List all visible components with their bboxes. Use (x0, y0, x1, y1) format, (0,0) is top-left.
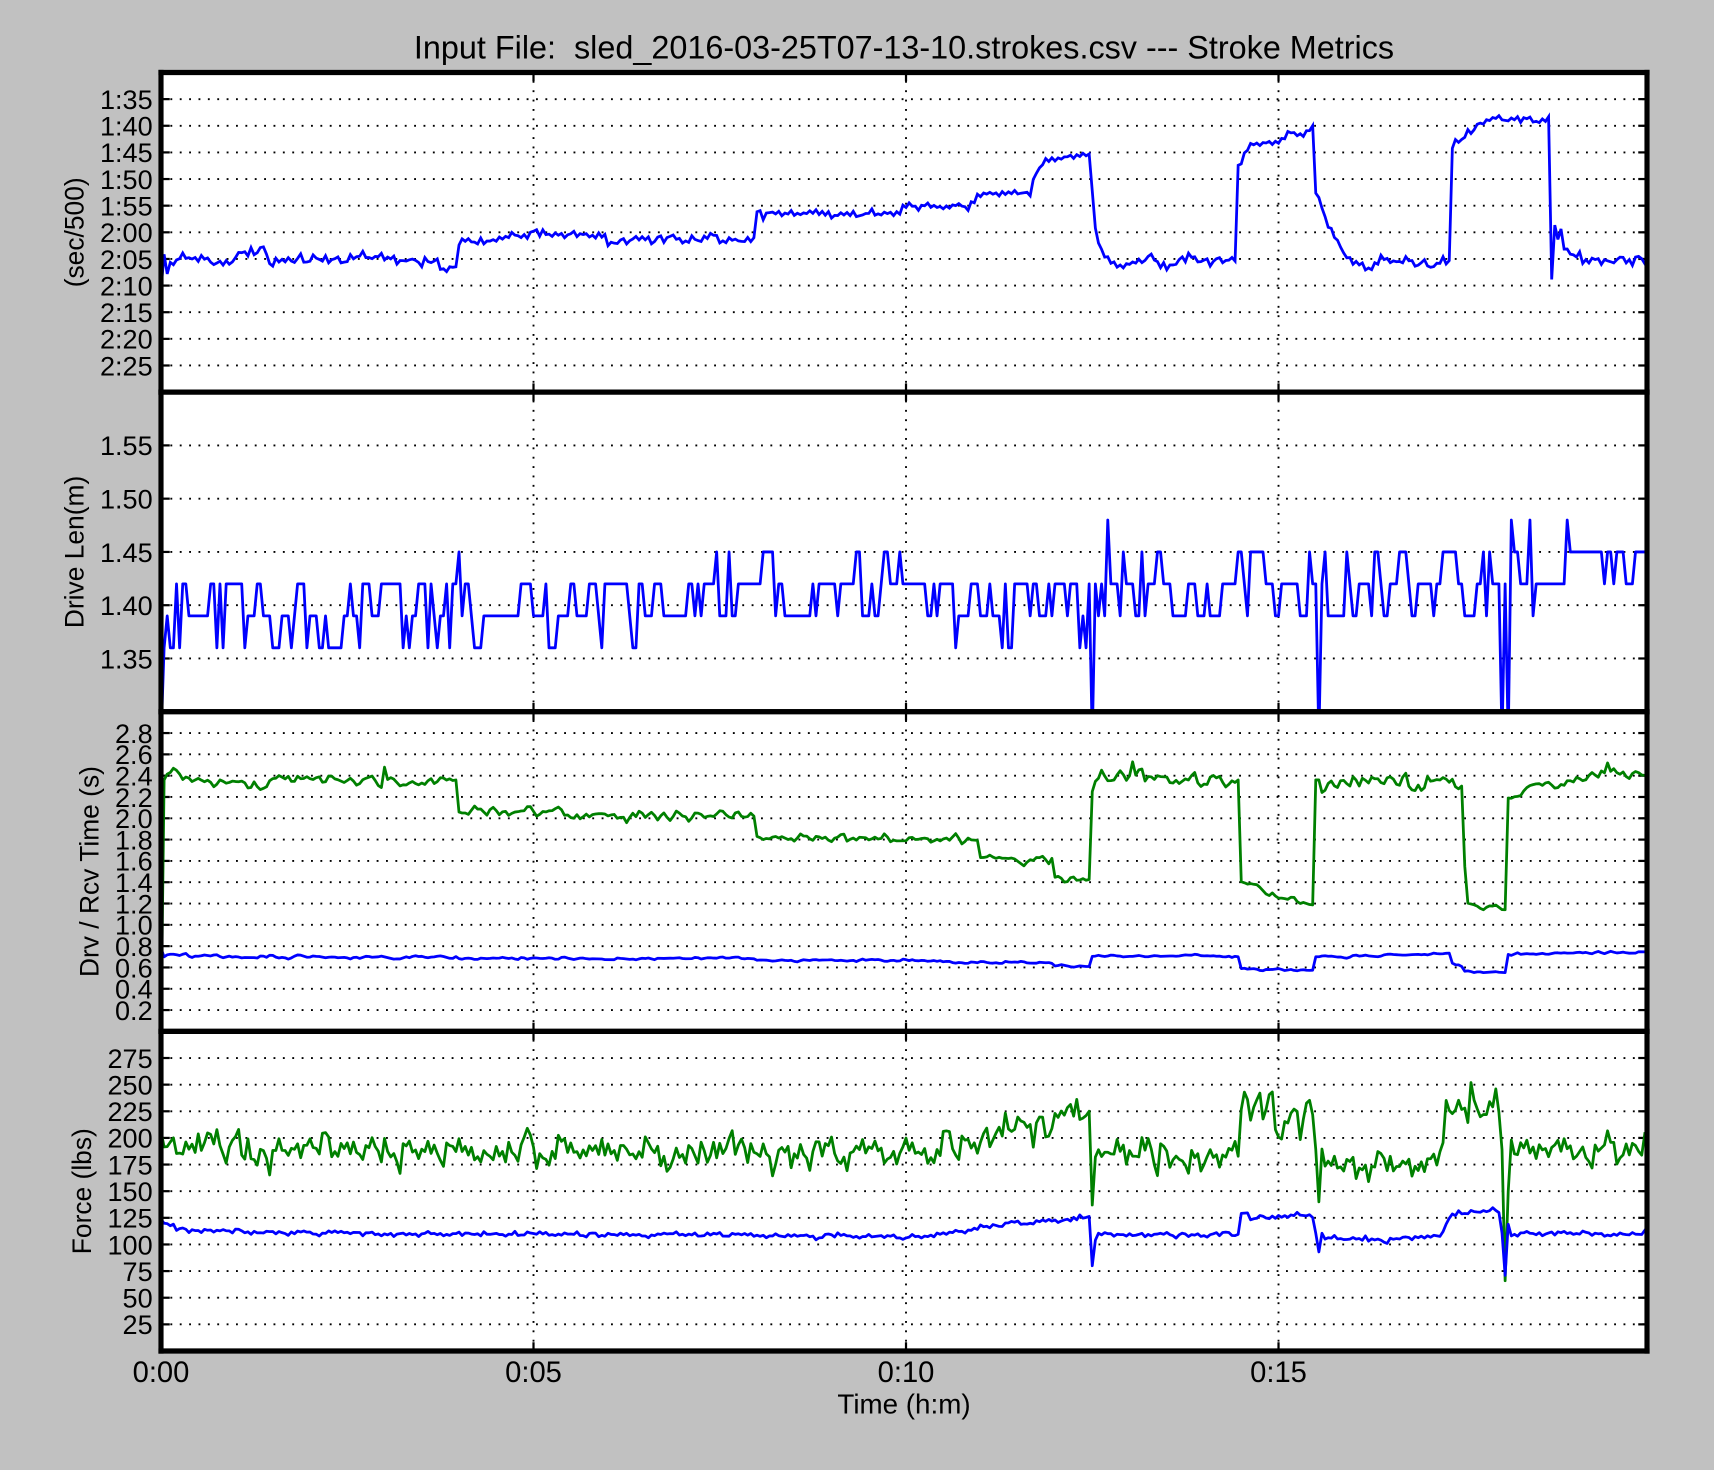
svg-text:75: 75 (123, 1256, 153, 1287)
svg-text:225: 225 (107, 1096, 152, 1127)
svg-text:2.2: 2.2 (115, 782, 153, 813)
svg-text:1.2: 1.2 (115, 888, 153, 919)
svg-text:2:00: 2:00 (100, 217, 153, 248)
svg-text:2:15: 2:15 (100, 297, 153, 328)
svg-text:Time (h:m): Time (h:m) (837, 1389, 970, 1420)
svg-text:Force (lbs): Force (lbs) (67, 1128, 97, 1254)
svg-text:1:55: 1:55 (100, 190, 153, 221)
svg-text:0.2: 0.2 (115, 995, 153, 1026)
svg-text:275: 275 (107, 1043, 152, 1074)
svg-text:Drv / Rcv Time (s): Drv / Rcv Time (s) (74, 766, 104, 977)
svg-text:1:45: 1:45 (100, 137, 153, 168)
svg-text:0:10: 0:10 (878, 1357, 935, 1389)
svg-text:1:35: 1:35 (100, 84, 153, 115)
svg-text:2:05: 2:05 (100, 244, 153, 275)
svg-text:2.8: 2.8 (115, 718, 153, 749)
svg-text:2:20: 2:20 (100, 324, 153, 355)
svg-text:50: 50 (123, 1283, 153, 1314)
svg-text:0:00: 0:00 (133, 1357, 190, 1389)
svg-text:0.6: 0.6 (115, 952, 153, 983)
svg-text:2:25: 2:25 (100, 350, 153, 381)
svg-text:Drive Len(m): Drive Len(m) (59, 476, 89, 628)
svg-text:Input File: sled_2016-03-25T0: Input File: sled_2016-03-25T07-13-10.str… (414, 30, 1394, 66)
svg-text:250: 250 (107, 1069, 152, 1100)
svg-text:2.6: 2.6 (115, 739, 153, 770)
svg-text:1:50: 1:50 (100, 164, 153, 195)
svg-text:1.45: 1.45 (100, 537, 153, 568)
svg-text:1:40: 1:40 (100, 111, 153, 142)
svg-text:1.6: 1.6 (115, 846, 153, 877)
svg-text:125: 125 (107, 1203, 152, 1234)
svg-text:2.4: 2.4 (115, 760, 153, 791)
svg-text:25: 25 (123, 1309, 153, 1340)
svg-text:2.0: 2.0 (115, 803, 153, 834)
svg-text:2:10: 2:10 (100, 270, 153, 301)
svg-text:1.55: 1.55 (100, 430, 153, 461)
svg-text:1.0: 1.0 (115, 910, 153, 941)
svg-text:(sec/500): (sec/500) (59, 177, 89, 287)
svg-text:1.50: 1.50 (100, 483, 153, 514)
svg-text:1.4: 1.4 (115, 867, 153, 898)
svg-text:200: 200 (107, 1123, 152, 1154)
svg-text:0.4: 0.4 (115, 974, 153, 1005)
svg-text:100: 100 (107, 1229, 152, 1260)
svg-text:1.40: 1.40 (100, 590, 153, 621)
svg-text:0:05: 0:05 (505, 1357, 562, 1389)
svg-text:175: 175 (107, 1149, 152, 1180)
svg-text:1.8: 1.8 (115, 824, 153, 855)
svg-text:0:15: 0:15 (1250, 1357, 1307, 1389)
svg-text:0.8: 0.8 (115, 931, 153, 962)
svg-text:150: 150 (107, 1176, 152, 1207)
svg-text:1.35: 1.35 (100, 643, 153, 674)
